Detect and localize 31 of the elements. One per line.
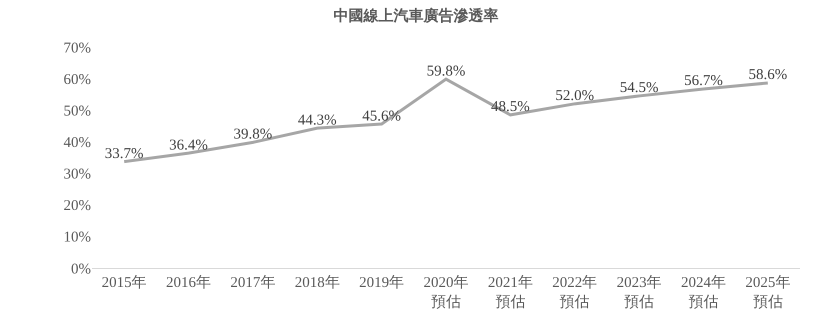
y-tick-label: 40% (64, 134, 91, 151)
data-label: 45.6% (362, 108, 402, 124)
chart-title: 中國線上汽車廣告滲透率 (334, 6, 498, 24)
y-tick-label: 60% (64, 72, 91, 88)
data-label: 39.8% (234, 126, 272, 143)
x-tick-label: 2015年 (102, 274, 147, 291)
x-tick-label: 2021年預估 (488, 274, 533, 310)
y-tick-label: 20% (64, 198, 91, 214)
data-label: 36.4% (169, 137, 208, 154)
y-tick-label: 30% (64, 166, 91, 183)
x-tick-label: 2019年 (359, 274, 404, 291)
x-tick-label: 2023年預估 (616, 274, 662, 310)
data-label: 56.7% (684, 73, 723, 90)
data-label: 44.3% (298, 112, 337, 128)
x-tick-label: 2022年預估 (552, 274, 598, 310)
x-tick-label: 2020年預估 (424, 274, 468, 310)
x-tick-label: 2018年 (294, 274, 340, 291)
data-label: 59.8% (426, 63, 466, 80)
data-label: 52.0% (555, 88, 594, 104)
data-label: 54.5% (620, 80, 658, 96)
data-label: 48.5% (490, 99, 530, 116)
data-label: 33.7% (104, 146, 144, 162)
data-label: 58.6% (748, 67, 788, 84)
y-tick-label: 0% (71, 261, 91, 278)
x-tick-label: 2024年預估 (680, 274, 726, 310)
x-tick-label: 2016年 (166, 274, 212, 291)
y-tick-label: 10% (64, 230, 91, 246)
x-tick-label: 2017年 (230, 274, 276, 291)
y-tick-label: 70% (64, 40, 91, 56)
x-tick-label: 2025年預估 (745, 274, 790, 310)
y-tick-label: 50% (64, 103, 91, 120)
